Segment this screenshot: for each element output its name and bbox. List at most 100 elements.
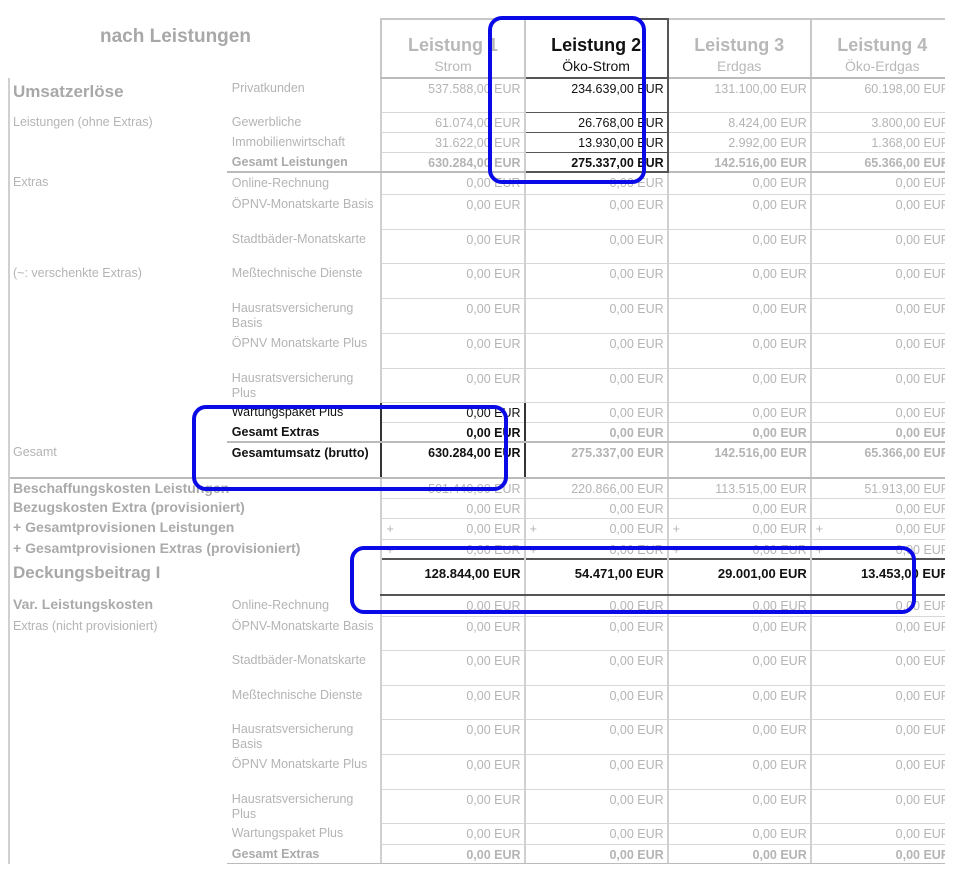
value-cell[interactable]: 113.515,00 EUR [666,477,812,499]
value-cell[interactable]: +0,00 EUR [809,539,945,560]
value-cell[interactable]: 0,00 EUR [809,719,945,755]
value-cell[interactable]: 0,00 EUR [523,754,669,790]
value-cell[interactable]: 0,00 EUR [523,685,669,720]
value-cell[interactable]: 0,00 EUR [809,789,945,824]
value-cell[interactable]: 0,00 EUR [380,263,526,299]
value-cell[interactable]: 0,00 EUR [666,498,812,519]
value-cell[interactable]: 0,00 EUR [809,368,945,403]
value-cell[interactable]: 0,00 EUR [809,422,945,443]
value-cell[interactable]: 0,00 EUR [666,719,812,755]
value-cell[interactable]: 0,00 EUR [380,333,526,369]
value-cell[interactable]: 0,00 EUR [809,498,945,519]
value-cell[interactable]: 1.368,00 EUR [809,132,945,153]
value-cell[interactable]: 0,00 EUR [666,650,812,686]
value-cell[interactable]: 630.284,00 EUR [380,442,526,479]
value-cell[interactable]: 0,00 EUR [523,844,669,864]
value-cell[interactable]: 60.198,00 EUR [809,78,945,113]
value-cell[interactable]: 0,00 EUR [380,650,526,686]
value-cell[interactable]: 630.284,00 EUR [380,152,526,173]
value-cell[interactable]: 0,00 EUR [666,229,812,264]
value-cell[interactable]: +0,00 EUR [380,518,526,540]
value-cell[interactable]: 0,00 EUR [523,333,669,369]
value-cell[interactable]: 234.639,00 EUR [523,78,669,113]
value-cell[interactable]: +0,00 EUR [523,518,669,540]
value-cell[interactable]: 0,00 EUR [809,333,945,369]
value-cell[interactable]: 0,00 EUR [666,298,812,334]
value-cell[interactable]: 142.516,00 EUR [666,442,812,479]
value-cell[interactable]: 0,00 EUR [666,844,812,864]
value-cell[interactable]: 501.440,00 EUR [380,477,526,499]
value-cell[interactable]: 0,00 EUR [809,229,945,264]
value-cell[interactable]: 0,00 EUR [523,789,669,824]
value-cell[interactable]: 0,00 EUR [523,498,669,519]
value-cell[interactable]: 0,00 EUR [380,823,526,845]
value-cell[interactable]: 65.366,00 EUR [809,442,945,479]
value-cell[interactable]: 0,00 EUR [523,263,669,299]
value-cell[interactable]: 0,00 EUR [666,754,812,790]
value-cell[interactable]: 0,00 EUR [380,298,526,334]
value-cell[interactable]: 0,00 EUR [809,754,945,790]
column-header[interactable]: Leistung 1 Strom [380,18,526,79]
column-header[interactable]: Leistung 3 Erdgas [666,18,812,79]
value-cell[interactable]: 0,00 EUR [523,229,669,264]
value-cell[interactable]: 275.337,00 EUR [523,442,669,479]
value-cell[interactable]: 142.516,00 EUR [666,152,812,173]
value-cell[interactable]: 0,00 EUR [809,263,945,299]
value-cell[interactable]: 0,00 EUR [523,194,669,230]
value-cell[interactable]: 0,00 EUR [809,172,945,195]
column-header[interactable]: Leistung 2 Öko-Strom [523,18,669,79]
value-cell[interactable]: 65.366,00 EUR [809,152,945,173]
value-cell[interactable]: 31.622,00 EUR [380,132,526,153]
value-cell[interactable]: 537.588,00 EUR [380,78,526,113]
value-cell[interactable]: 131.100,00 EUR [666,78,812,113]
value-cell[interactable]: 0,00 EUR [809,402,945,423]
value-cell[interactable]: 0,00 EUR [666,172,812,195]
value-cell[interactable]: 0,00 EUR [380,229,526,264]
value-cell[interactable]: 54.471,00 EUR [523,558,669,596]
value-cell[interactable]: 0,00 EUR [380,498,526,519]
value-cell[interactable]: +0,00 EUR [666,539,812,560]
value-cell[interactable]: 0,00 EUR [380,754,526,790]
value-cell[interactable]: 0,00 EUR [380,719,526,755]
value-cell[interactable]: 0,00 EUR [809,616,945,651]
value-cell[interactable]: 0,00 EUR [666,263,812,299]
value-cell[interactable]: 29.001,00 EUR [666,558,812,596]
value-cell[interactable]: 13.930,00 EUR [523,132,669,153]
value-cell[interactable]: 0,00 EUR [523,616,669,651]
value-cell[interactable]: 0,00 EUR [523,172,669,195]
value-cell[interactable]: 0,00 EUR [666,333,812,369]
value-cell[interactable]: 0,00 EUR [809,685,945,720]
value-cell[interactable]: 0,00 EUR [666,368,812,403]
value-cell[interactable]: 0,00 EUR [666,422,812,443]
value-cell[interactable]: 0,00 EUR [523,402,669,423]
value-cell[interactable]: 0,00 EUR [666,595,812,617]
value-cell[interactable]: 220.866,00 EUR [523,477,669,499]
value-cell[interactable]: 0,00 EUR [523,422,669,443]
value-cell[interactable]: 0,00 EUR [523,719,669,755]
value-cell[interactable]: 0,00 EUR [809,650,945,686]
value-cell[interactable]: 0,00 EUR [380,685,526,720]
value-cell[interactable]: +0,00 EUR [666,518,812,540]
value-cell[interactable]: 0,00 EUR [523,298,669,334]
value-cell[interactable]: +0,00 EUR [523,539,669,560]
value-cell[interactable]: 0,00 EUR [380,422,526,443]
value-cell[interactable]: 275.337,00 EUR [523,152,669,173]
value-cell[interactable]: 51.913,00 EUR [809,477,945,499]
value-cell[interactable]: 0,00 EUR [666,789,812,824]
value-cell[interactable]: 0,00 EUR [666,823,812,845]
value-cell[interactable]: 0,00 EUR [523,650,669,686]
value-cell[interactable]: 0,00 EUR [523,823,669,845]
value-cell[interactable]: 0,00 EUR [666,402,812,423]
value-cell[interactable]: 0,00 EUR [666,616,812,651]
value-cell[interactable]: 0,00 EUR [380,194,526,230]
value-cell[interactable]: 2.992,00 EUR [666,132,812,153]
value-cell[interactable]: 0,00 EUR [809,844,945,864]
value-cell[interactable]: 0,00 EUR [380,616,526,651]
value-cell[interactable]: 0,00 EUR [380,172,526,195]
value-cell[interactable]: 0,00 EUR [380,595,526,617]
value-cell[interactable]: 0,00 EUR [809,298,945,334]
value-cell[interactable]: 0,00 EUR [523,595,669,617]
value-cell[interactable]: +0,00 EUR [809,518,945,540]
value-cell[interactable]: 13.453,00 EUR [809,558,945,596]
value-cell[interactable]: 0,00 EUR [380,789,526,824]
